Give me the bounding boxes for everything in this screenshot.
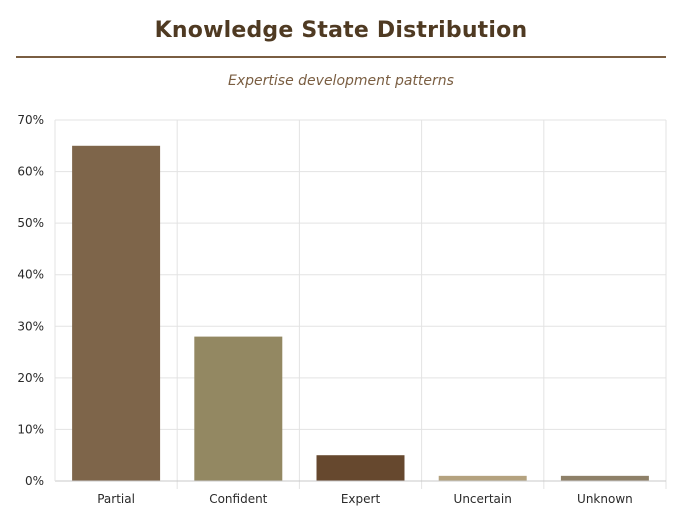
y-tick-label: 40%: [17, 268, 44, 282]
title-divider: [16, 56, 666, 58]
y-tick-label: 20%: [17, 371, 44, 385]
y-axis-tick-labels: 0% 10% 20% 30% 40% 50% 60% 70%: [17, 113, 44, 488]
axes: [54, 120, 666, 482]
bar-confident[interactable]: [194, 336, 283, 481]
y-tick-label: 0%: [25, 474, 44, 488]
bar-uncertain[interactable]: [438, 475, 527, 481]
x-tick-label: Confident: [209, 492, 267, 506]
y-tick-label: 60%: [17, 165, 44, 179]
y-tick-label: 70%: [17, 113, 44, 127]
x-tick-label: Uncertain: [454, 492, 512, 506]
bar-partial[interactable]: [72, 145, 161, 482]
x-tick-label: Expert: [341, 492, 381, 506]
x-axis-tick-labels: Partial Confident Expert Uncertain Unknown: [97, 492, 633, 506]
x-tick-label: Partial: [97, 492, 135, 506]
chart-title: Knowledge State Distribution: [154, 18, 528, 43]
bars: [72, 145, 649, 482]
bar-unknown[interactable]: [560, 475, 649, 481]
y-tick-label: 10%: [17, 422, 44, 436]
chart-subtitle: Expertise development patterns: [228, 73, 454, 89]
x-tick-label: Unknown: [577, 492, 633, 506]
bar-expert[interactable]: [316, 455, 405, 481]
y-tick-label: 30%: [17, 319, 44, 333]
y-tick-label: 50%: [17, 216, 44, 230]
